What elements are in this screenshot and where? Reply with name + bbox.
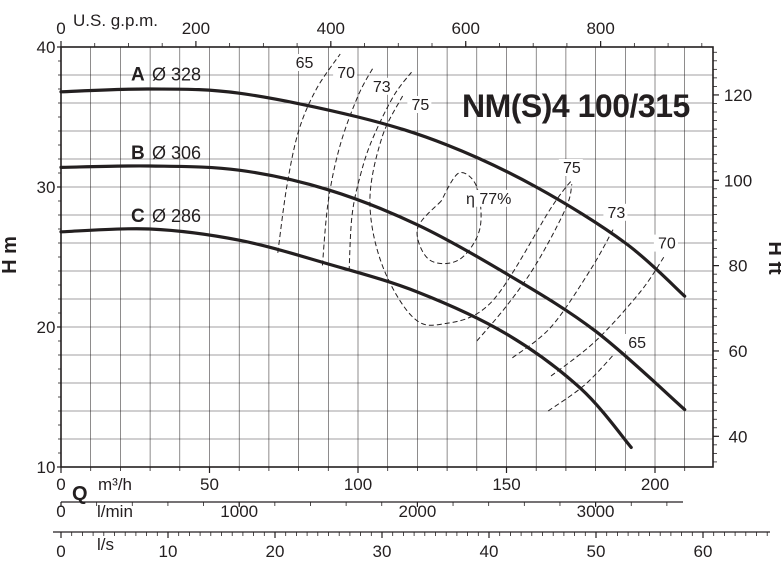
efficiency-contour: [321, 67, 374, 266]
ls-tick-label: 30: [373, 542, 392, 561]
lmin-tick-label: 2000: [398, 502, 436, 521]
y-left-axis-title: H m: [0, 236, 21, 274]
efficiency-label: 75: [563, 160, 581, 177]
y-left-tick-label: 20: [37, 318, 56, 337]
grid-layer: [61, 47, 713, 467]
head-curves: [59, 87, 687, 449]
curve-label-diameter: Ø 328: [152, 64, 201, 84]
q-unit-label: m³/h: [98, 475, 132, 494]
head-curve-a: [59, 87, 687, 298]
efficiency-contours: 65 70 73 75 η 77% 75 73 70 65: [277, 53, 678, 412]
q-tick-label: 100: [344, 475, 372, 494]
gpm-tick-label: 600: [452, 19, 480, 38]
y-right-tick-label: 60: [729, 342, 748, 361]
efficiency-label-bg: [461, 189, 516, 207]
efficiency-label-bg: [653, 234, 678, 252]
gpm-tick-label: 800: [586, 19, 614, 38]
efficiency-contour: [547, 354, 614, 412]
y-right-tick-label: 100: [724, 171, 752, 190]
ls-tick-label: 0: [56, 542, 65, 561]
efficiency-label: 70: [658, 236, 676, 253]
lmin-tick-label: 0: [56, 502, 65, 521]
ls-tick-label: 50: [587, 542, 606, 561]
efficiency-label-bg: [333, 63, 358, 81]
lmin-unit-label: l/min: [97, 502, 133, 521]
y-left-tick-label: 40: [37, 38, 56, 57]
efficiency-label: 65: [628, 335, 646, 352]
efficiency-contour: [277, 53, 341, 253]
efficiency-label: 70: [337, 65, 355, 82]
efficiency-label-bg: [368, 77, 393, 95]
lmin-tick-label: 1000: [220, 502, 258, 521]
ls-tick-label: 40: [480, 542, 499, 561]
curve-label-letter: B: [131, 143, 145, 164]
efficiency-label: 73: [607, 205, 625, 222]
ls-unit-label: l/s: [97, 535, 114, 554]
efficiency-label-bg: [603, 203, 628, 221]
chart-title: NM(S)4 100/315: [462, 88, 690, 124]
gpm-tick-label: 200: [182, 19, 210, 38]
efficiency-label-bg: [407, 96, 432, 113]
ls-tick-label: 20: [266, 542, 285, 561]
q-tick-label: 150: [492, 475, 520, 494]
gpm-tick-label: 0: [56, 19, 65, 38]
q-tick-label: 50: [200, 475, 219, 494]
labels-layer: A Ø 328 B Ø 306 C Ø 286: [131, 64, 201, 226]
curve-label-letter: C: [131, 206, 145, 227]
efficiency-label: 73: [373, 79, 391, 96]
lmin-tick-label: 3000: [577, 502, 615, 521]
efficiency-label-bg: [291, 54, 316, 71]
gpm-tick-label: 400: [317, 19, 345, 38]
efficiency-contour: [416, 172, 482, 265]
efficiency-contour: [369, 95, 573, 326]
efficiency-label: 75: [411, 97, 429, 114]
ls-tick-label: 10: [159, 542, 178, 561]
efficiency-label-bg: [558, 159, 583, 176]
gpm-unit-label: U.S. g.p.m.: [73, 11, 158, 30]
curve-label-letter: A: [131, 64, 145, 85]
y-right-tick-label: 40: [729, 427, 748, 446]
ls-tick-label: 60: [694, 542, 713, 561]
y-right-axis-title: H ft: [764, 241, 781, 275]
curve-label-diameter: Ø 286: [152, 206, 201, 226]
efficiency-label: 65: [296, 55, 314, 72]
efficiency-label-bg: [624, 334, 649, 351]
efficiency-contour: [348, 71, 412, 272]
curve-label-diameter: Ø 306: [152, 143, 201, 163]
efficiency-label: η 77%: [466, 191, 511, 208]
efficiency-contour: [512, 228, 614, 359]
q-axis-title: Q: [72, 483, 88, 505]
head-curve-c: [59, 227, 633, 449]
head-curve-b: [59, 164, 687, 412]
y-left-tick-label: 30: [37, 178, 56, 197]
q-tick-label: 200: [641, 475, 669, 494]
y-left-tick-label: 10: [37, 458, 56, 477]
y-right-tick-label: 120: [724, 86, 752, 105]
efficiency-contour: [550, 256, 665, 377]
y-right-tick-label: 80: [729, 257, 748, 276]
efficiency-contour: [476, 184, 573, 342]
q-tick-label: 0: [56, 475, 65, 494]
